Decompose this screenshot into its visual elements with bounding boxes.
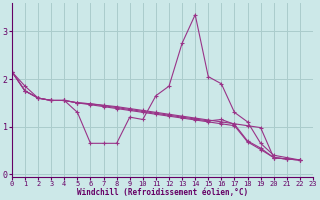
X-axis label: Windchill (Refroidissement éolien,°C): Windchill (Refroidissement éolien,°C)	[77, 188, 248, 197]
